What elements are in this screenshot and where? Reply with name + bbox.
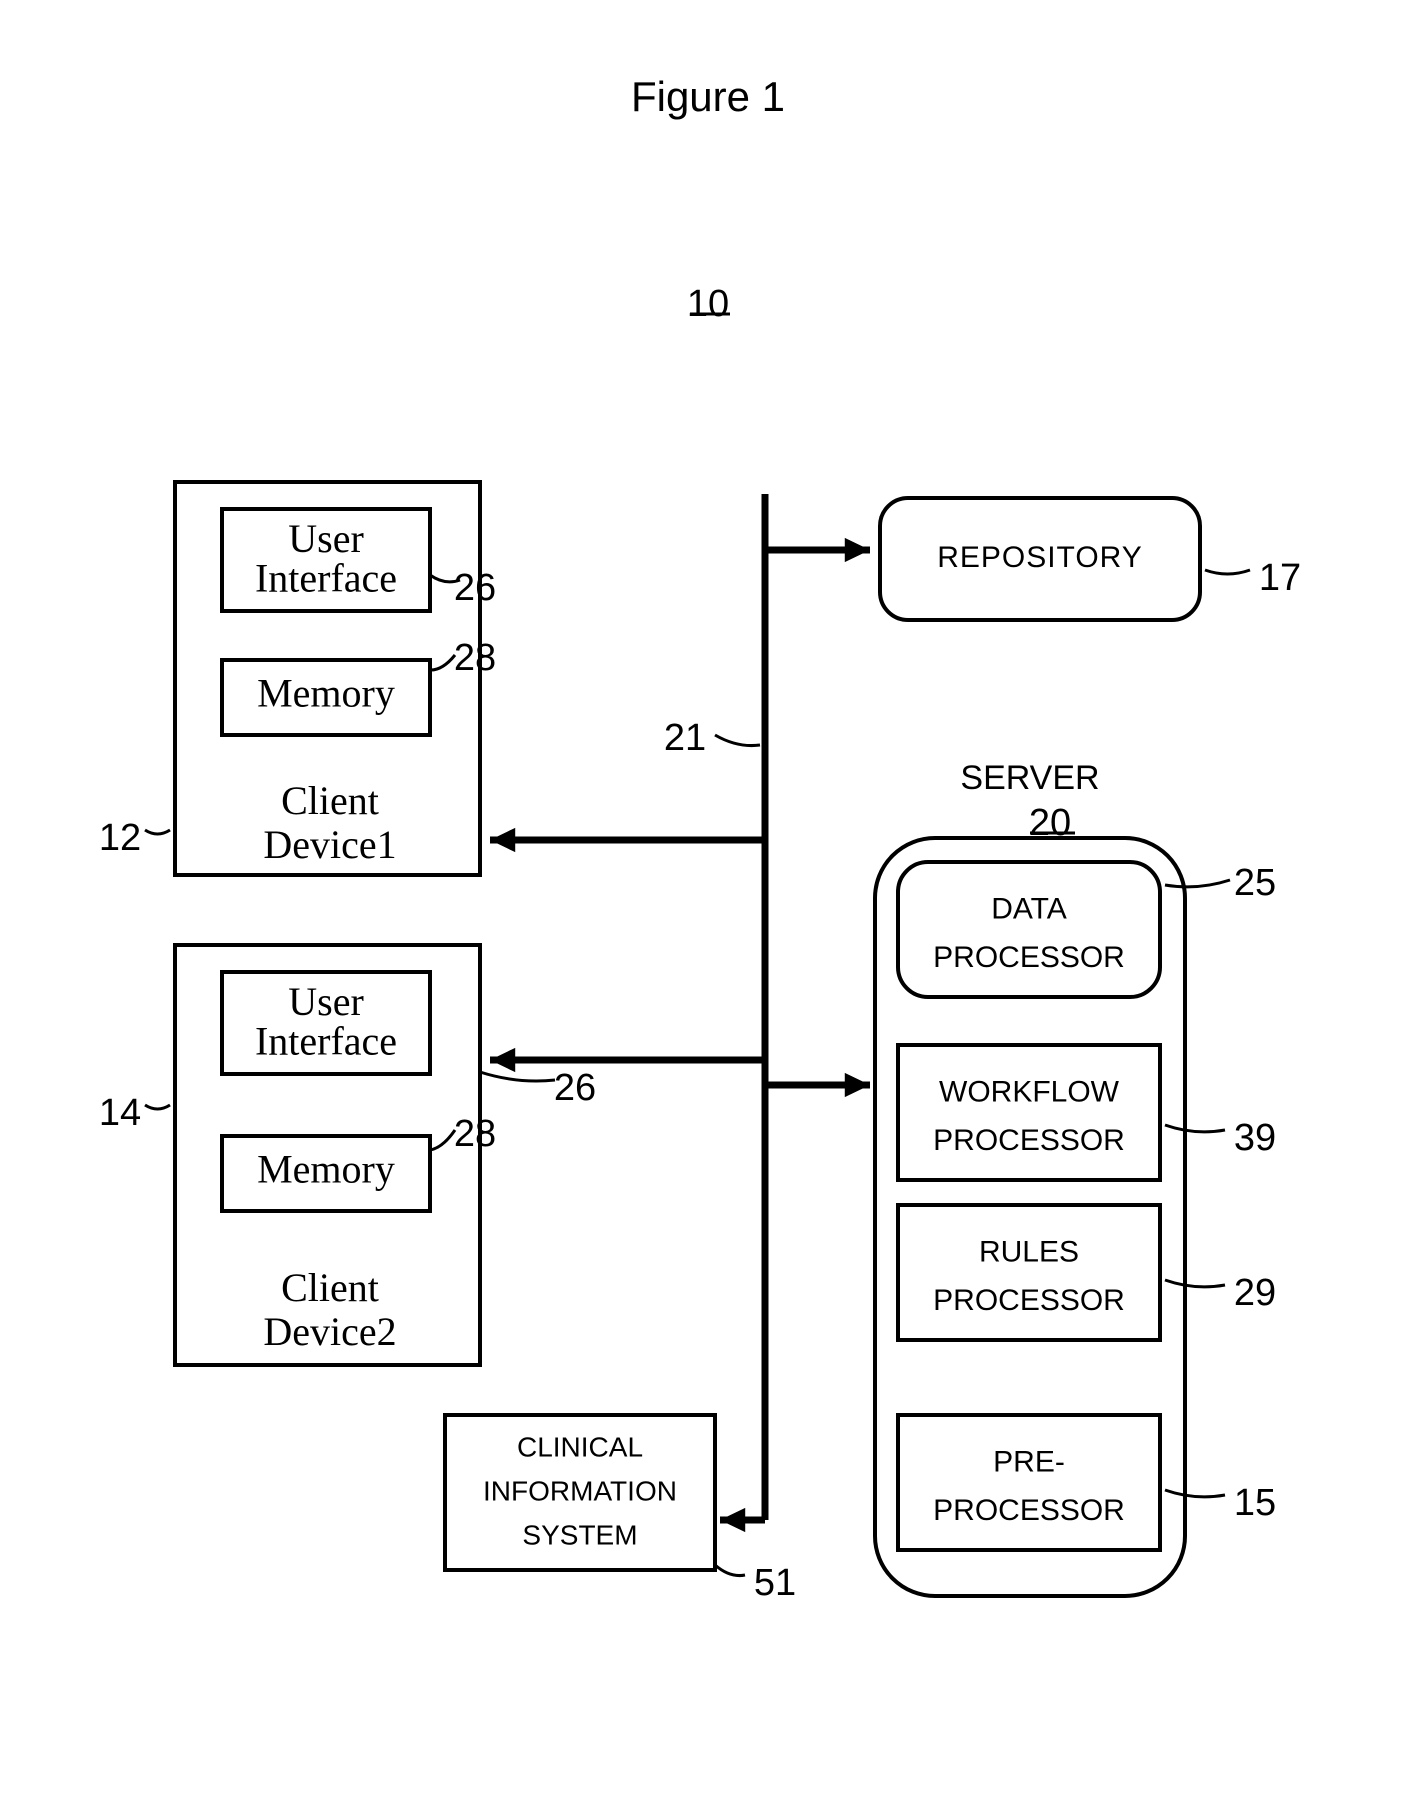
pre-processor-label1: PRE- bbox=[993, 1446, 1065, 1479]
bus-ref: 21 bbox=[664, 717, 706, 759]
client2-memory-label: Memory bbox=[257, 1147, 395, 1192]
data-processor-label1: DATA bbox=[991, 893, 1067, 926]
clinical-label2: INFORMATION bbox=[483, 1475, 677, 1506]
data-processor-ref: 25 bbox=[1234, 862, 1276, 904]
data-processor-label2: PROCESSOR bbox=[933, 941, 1125, 974]
pre-processor-label2: PROCESSOR bbox=[933, 1494, 1125, 1527]
rules-processor-label2: PROCESSOR bbox=[933, 1284, 1125, 1317]
client2-mem-ref: 28 bbox=[454, 1113, 496, 1155]
client1-label1: Client bbox=[281, 778, 379, 823]
workflow-processor-ref: 39 bbox=[1234, 1117, 1276, 1159]
workflow-processor-label2: PROCESSOR bbox=[933, 1124, 1125, 1157]
workflow-processor-label1: WORKFLOW bbox=[939, 1076, 1120, 1109]
clinical-ref: 51 bbox=[754, 1562, 796, 1604]
client1-ui-ref: 26 bbox=[454, 567, 496, 609]
client2-label2: Device2 bbox=[263, 1309, 396, 1354]
client2-ui-ref: 26 bbox=[554, 1067, 596, 1109]
client2-label1: Client bbox=[281, 1265, 379, 1310]
client1-ui-label1: User bbox=[288, 516, 364, 561]
client2-ref: 14 bbox=[99, 1092, 141, 1134]
clinical-label3: SYSTEM bbox=[522, 1519, 637, 1550]
repository-ref: 17 bbox=[1259, 557, 1301, 599]
client1-label2: Device1 bbox=[263, 822, 396, 867]
client1-ref: 12 bbox=[99, 817, 141, 859]
pre-processor-ref: 15 bbox=[1234, 1482, 1276, 1524]
rules-processor-ref: 29 bbox=[1234, 1272, 1276, 1314]
system-ref: 10 bbox=[687, 283, 729, 325]
client1-memory-label: Memory bbox=[257, 671, 395, 716]
client1-ui-label2: Interface bbox=[255, 556, 397, 601]
clinical-label1: CLINICAL bbox=[517, 1431, 643, 1462]
figure-title: Figure 1 bbox=[631, 73, 785, 120]
repository-label: REPOSITORY bbox=[937, 541, 1143, 574]
client1-mem-ref: 28 bbox=[454, 637, 496, 679]
client2-ui-label2: Interface bbox=[255, 1019, 397, 1064]
rules-processor-label1: RULES bbox=[979, 1236, 1079, 1269]
client2-ui-label1: User bbox=[288, 979, 364, 1024]
server-label: SERVER bbox=[960, 759, 1099, 797]
